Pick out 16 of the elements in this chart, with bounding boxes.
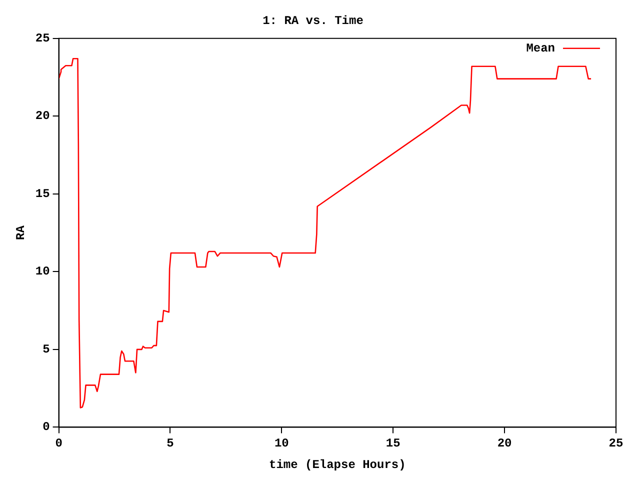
x-tick-label: 15 — [386, 436, 400, 450]
legend-label: Mean — [526, 41, 555, 56]
y-tick-label: 25 — [35, 31, 50, 46]
x-tick-label: 20 — [497, 436, 512, 450]
y-axis-title: RA — [14, 224, 28, 240]
y-tick-label: 10 — [35, 264, 50, 279]
x-tick-label: 10 — [274, 436, 289, 450]
y-tick-label: 5 — [42, 342, 50, 356]
y-tick-label: 15 — [35, 186, 50, 201]
x-tick-label: 5 — [166, 436, 174, 450]
x-tick-label: 0 — [55, 436, 62, 450]
y-tick-label: 20 — [35, 109, 50, 124]
chart-title: 1: RA vs. Time — [262, 14, 364, 28]
x-axis-title: time (Elapse Hours) — [268, 458, 406, 472]
x-tick-label: 25 — [608, 436, 624, 450]
y-tick-label: 0 — [42, 420, 50, 434]
